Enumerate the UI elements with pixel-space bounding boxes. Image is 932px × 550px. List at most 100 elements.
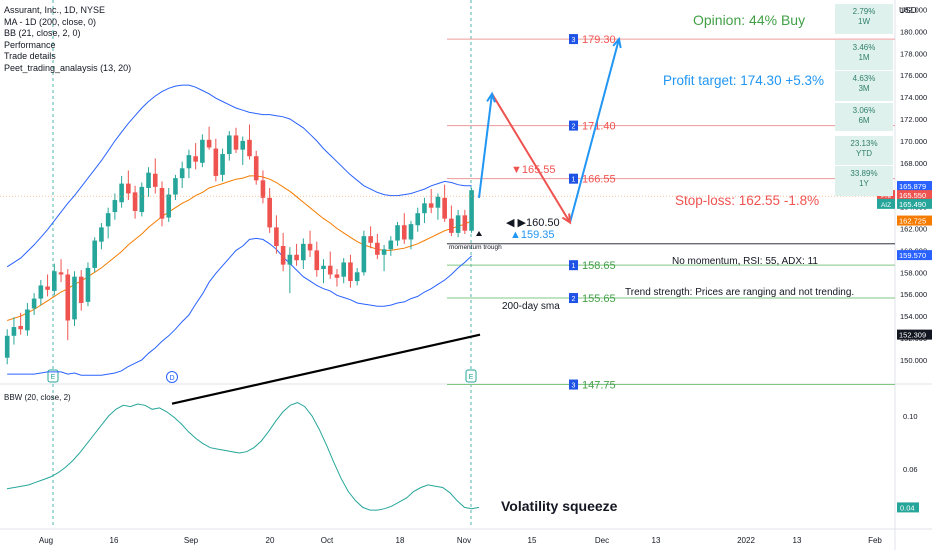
candle-up bbox=[381, 249, 387, 255]
level-badge-number: 3 bbox=[572, 383, 576, 390]
bbw-tick-label: 0.06 bbox=[903, 465, 918, 474]
candle-up bbox=[25, 309, 30, 331]
price-tag bbox=[897, 190, 932, 201]
candle-up bbox=[226, 135, 232, 155]
price-tag bbox=[897, 329, 932, 340]
candle-down bbox=[267, 197, 272, 228]
candle-up bbox=[105, 213, 111, 227]
bb-upper-band bbox=[6, 84, 472, 268]
candle-down bbox=[327, 265, 333, 275]
trend-strength-label: Trend strength: Prices are ranging and n… bbox=[625, 287, 854, 298]
price-tick-label: 162.000 bbox=[900, 225, 927, 234]
price-tag-prefix-label: Pre bbox=[881, 193, 892, 200]
projection-leg-target bbox=[569, 38, 620, 223]
candle-up bbox=[166, 194, 172, 218]
candle-up bbox=[287, 254, 293, 265]
legend-trade-details: Trade details bbox=[4, 51, 56, 61]
level-badge-number: 1 bbox=[572, 263, 576, 270]
candle-up bbox=[361, 236, 367, 273]
legend-performance: Performance bbox=[4, 39, 56, 50]
price-tick-label: 174.000 bbox=[900, 93, 927, 102]
price-tick-label: 176.000 bbox=[900, 71, 927, 80]
candle-down bbox=[253, 156, 259, 181]
dividend-icon[interactable] bbox=[166, 371, 178, 383]
candle-up bbox=[408, 224, 414, 240]
candle-up bbox=[85, 267, 91, 302]
candle-up bbox=[112, 200, 118, 213]
candle-up bbox=[435, 196, 441, 208]
bb-lower-band bbox=[7, 237, 472, 376]
price-tag bbox=[897, 215, 932, 226]
candle-down bbox=[260, 180, 266, 198]
candle-down bbox=[314, 250, 320, 271]
level-value-label: 179.30 bbox=[582, 34, 616, 46]
price-tick-label: 150.000 bbox=[900, 356, 927, 365]
perf-cell-ytd: 23.13% YTD bbox=[835, 136, 893, 165]
candle-up bbox=[388, 240, 394, 250]
sma200-line bbox=[171, 333, 481, 405]
level-value-label: 171.40 bbox=[582, 121, 616, 133]
time-tick-label: Dec bbox=[595, 536, 609, 545]
candle-down bbox=[307, 243, 313, 251]
candle-down bbox=[280, 246, 286, 265]
level-badge bbox=[569, 120, 578, 131]
candle-down bbox=[206, 139, 212, 148]
candle-up bbox=[455, 215, 461, 233]
candle-up bbox=[146, 172, 151, 188]
price-tag bbox=[897, 250, 932, 261]
price-tick-label: 168.000 bbox=[900, 159, 927, 168]
perf-cell-6m: 3.06% 6M bbox=[835, 103, 893, 131]
level-badge bbox=[569, 293, 578, 304]
time-tick-label: Oct bbox=[321, 536, 334, 545]
earnings-icon[interactable] bbox=[465, 369, 477, 383]
time-tick-label: 20 bbox=[266, 536, 275, 545]
candle-up bbox=[341, 262, 346, 277]
bbw-title: BBW (20, close, 2) bbox=[4, 393, 71, 402]
price-tick-label: 182.000 bbox=[900, 6, 927, 15]
opinion-label: Opinion: 44% Buy bbox=[693, 12, 805, 28]
candle-down bbox=[348, 262, 353, 282]
candle-up bbox=[240, 140, 246, 150]
earnings-marker-label: E bbox=[51, 374, 56, 381]
pivot-marker: ◀ ▶160.50 bbox=[506, 217, 560, 229]
bbw-last-tag bbox=[897, 502, 919, 513]
candle-down bbox=[45, 286, 50, 290]
currency-label: USD bbox=[899, 5, 917, 15]
candle-up bbox=[321, 265, 326, 270]
price-tick-label: 172.000 bbox=[900, 115, 927, 124]
sma200-label: 200-day sma bbox=[502, 301, 560, 312]
perf-cell-3m: 4.63% 3M bbox=[835, 71, 893, 101]
level-badge bbox=[569, 173, 578, 184]
candle-down bbox=[247, 139, 252, 157]
level-badge-number: 1 bbox=[572, 177, 576, 184]
earnings-marker-label: E bbox=[469, 374, 474, 381]
candle-down bbox=[213, 148, 219, 176]
candle-up bbox=[186, 155, 192, 169]
candle-up bbox=[354, 272, 360, 282]
momentum-label: No momentum, RSI: 55, ADX: 11 bbox=[672, 256, 818, 267]
candle-up bbox=[11, 327, 17, 336]
price-tag-label: 159.570 bbox=[899, 251, 926, 260]
candle-up bbox=[119, 183, 124, 203]
sell-signal-marker: ▼165.55 bbox=[511, 164, 556, 176]
candle-down bbox=[442, 197, 447, 219]
candle-up bbox=[469, 190, 474, 231]
price-tag-label: 165.879 bbox=[899, 182, 926, 191]
candle-down bbox=[152, 173, 158, 187]
projection-arrowhead bbox=[486, 91, 496, 103]
price-tick-label: 156.000 bbox=[900, 290, 927, 299]
candle-down bbox=[428, 203, 434, 208]
candle-up bbox=[179, 168, 185, 179]
candle-down bbox=[132, 192, 138, 211]
price-tag-label: 162.725 bbox=[899, 217, 926, 226]
price-tick-label: 178.000 bbox=[900, 49, 927, 58]
level-value-label: 158.65 bbox=[582, 260, 616, 272]
candle-down bbox=[294, 254, 299, 261]
volatility-squeeze-label: Volatility squeeze bbox=[501, 498, 618, 514]
candle-up bbox=[220, 154, 225, 175]
level-badge bbox=[569, 260, 578, 271]
legend-peet-indicator: Peet_trading_analaysis (13, 20) bbox=[4, 62, 132, 73]
earnings-icon[interactable] bbox=[47, 369, 59, 383]
candle-down bbox=[368, 236, 373, 243]
